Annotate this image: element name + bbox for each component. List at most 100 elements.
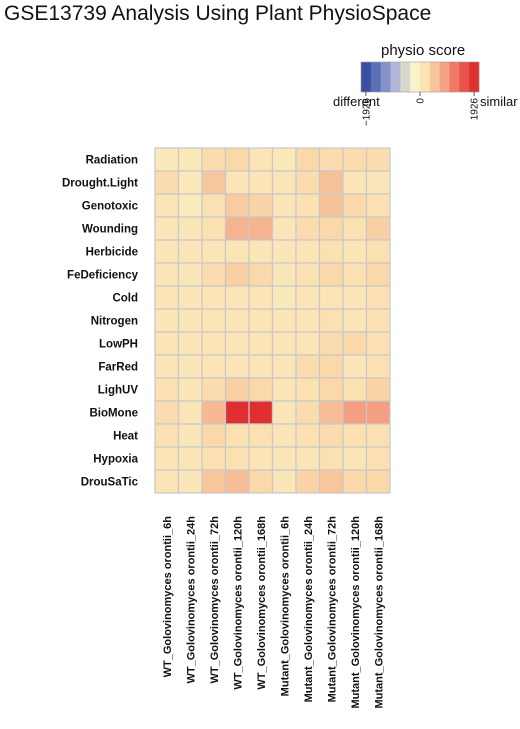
heatmap-cell (342, 423, 368, 448)
heatmap-cell (248, 331, 274, 356)
heatmap-cell (248, 354, 274, 379)
heatmap-cell (248, 216, 274, 241)
heatmap-cell (271, 193, 297, 218)
heatmap-cell (248, 446, 274, 471)
heatmap-cell (201, 239, 227, 264)
heatmap-cell (271, 239, 297, 264)
heatmap-cell (295, 377, 321, 402)
heatmap-cell (365, 239, 391, 264)
legend-right-label: similar (480, 94, 518, 109)
legend-tick-label: 1926 (470, 98, 481, 121)
heatmap-cell (318, 400, 344, 425)
heatmap-cell (318, 239, 344, 264)
heatmap-cell (224, 331, 250, 356)
legend-swatch (400, 62, 411, 92)
heatmap-cell (154, 239, 180, 264)
heatmap-cell (177, 377, 203, 402)
legend-swatch (410, 62, 421, 92)
heatmap-cell (318, 262, 344, 287)
row-label: LighUV (98, 385, 139, 397)
heatmap-cell (177, 400, 203, 425)
column-label: Mutant_Golovinomyces orontii_24h (303, 516, 315, 703)
heatmap-cell (271, 400, 297, 425)
heatmap-cell (224, 354, 250, 379)
heatmap-cell (248, 262, 274, 287)
heatmap-cell (224, 469, 250, 494)
row-label: Herbicide (86, 247, 138, 259)
row-label: Cold (112, 293, 138, 305)
heatmap-cell (342, 262, 368, 287)
column-label: WT_Golovinomyces orontii_24h (185, 516, 197, 684)
heatmap-cell (271, 354, 297, 379)
heatmap-cell (248, 285, 274, 310)
heatmap-cell (295, 400, 321, 425)
heatmap-cell (154, 308, 180, 333)
heatmap-cell (365, 170, 391, 195)
row-label: Wounding (82, 224, 138, 236)
heatmap-cell (177, 469, 203, 494)
heatmap-cell (201, 423, 227, 448)
heatmap-cell (201, 354, 227, 379)
row-label: Radiation (86, 155, 138, 167)
heatmap-cell (342, 147, 368, 172)
heatmap-cell (201, 308, 227, 333)
heatmap-cell (224, 170, 250, 195)
heatmap-cell (154, 193, 180, 218)
heatmap-cell (201, 446, 227, 471)
heatmap-cell (365, 262, 391, 287)
legend-swatch (469, 62, 480, 92)
heatmap-cell (154, 170, 180, 195)
heatmap-cell (271, 446, 297, 471)
column-label: Mutant_Golovinomyces orontii_168h (373, 516, 385, 709)
heatmap-cell (177, 354, 203, 379)
heatmap-cell (318, 216, 344, 241)
heatmap-cell (342, 400, 368, 425)
legend-ticks: −1926 0 1926 (361, 92, 481, 127)
column-label: Mutant_Golovinomyces orontii_120h (350, 516, 362, 709)
row-label: LowPH (99, 339, 138, 351)
heatmap-cell (154, 147, 180, 172)
row-label: FarRed (98, 362, 138, 374)
row-label: Nitrogen (91, 316, 138, 328)
heatmap-cell (295, 147, 321, 172)
legend-left-label: different (333, 94, 380, 109)
heatmap-cell (342, 331, 368, 356)
legend-swatch (380, 62, 391, 92)
heatmap-cell (295, 193, 321, 218)
heatmap-cell (154, 400, 180, 425)
legend-title: physio score (381, 42, 466, 59)
heatmap-cell (365, 354, 391, 379)
legend-swatch (459, 62, 470, 92)
heatmap-cell (365, 377, 391, 402)
heatmap-cell (177, 239, 203, 264)
legend-swatch (370, 62, 381, 92)
legend-tick-label: −1926 (361, 98, 372, 127)
legend-color-bar (360, 61, 480, 93)
heatmap-cell (201, 170, 227, 195)
column-label: Mutant_Golovinomyces orontii_72h (326, 516, 338, 703)
row-label: DrouSaTic (81, 477, 139, 489)
heatmap-cell (154, 216, 180, 241)
heatmap-cell (224, 147, 250, 172)
heatmap-cell (271, 469, 297, 494)
heatmap-cell (154, 469, 180, 494)
heatmap-cell (295, 308, 321, 333)
heatmap-cell (318, 170, 344, 195)
column-labels: WT_Golovinomyces orontii_6h WT_Golovinomy… (162, 516, 386, 709)
row-label: Hypoxia (93, 454, 138, 466)
legend-swatch (420, 62, 431, 92)
heatmap-cell (365, 285, 391, 310)
legend-tick-label: 0 (416, 98, 427, 104)
heatmap-cells (154, 147, 391, 494)
heatmap-cell (248, 469, 274, 494)
heatmap-cell (224, 239, 250, 264)
heatmap-cell (295, 216, 321, 241)
heatmap-cell (342, 239, 368, 264)
heatmap-cell (248, 423, 274, 448)
heatmap-cell (342, 170, 368, 195)
heatmap-cell (342, 354, 368, 379)
heatmap-cell (177, 423, 203, 448)
heatmap-cell (201, 285, 227, 310)
heatmap-cell (201, 193, 227, 218)
